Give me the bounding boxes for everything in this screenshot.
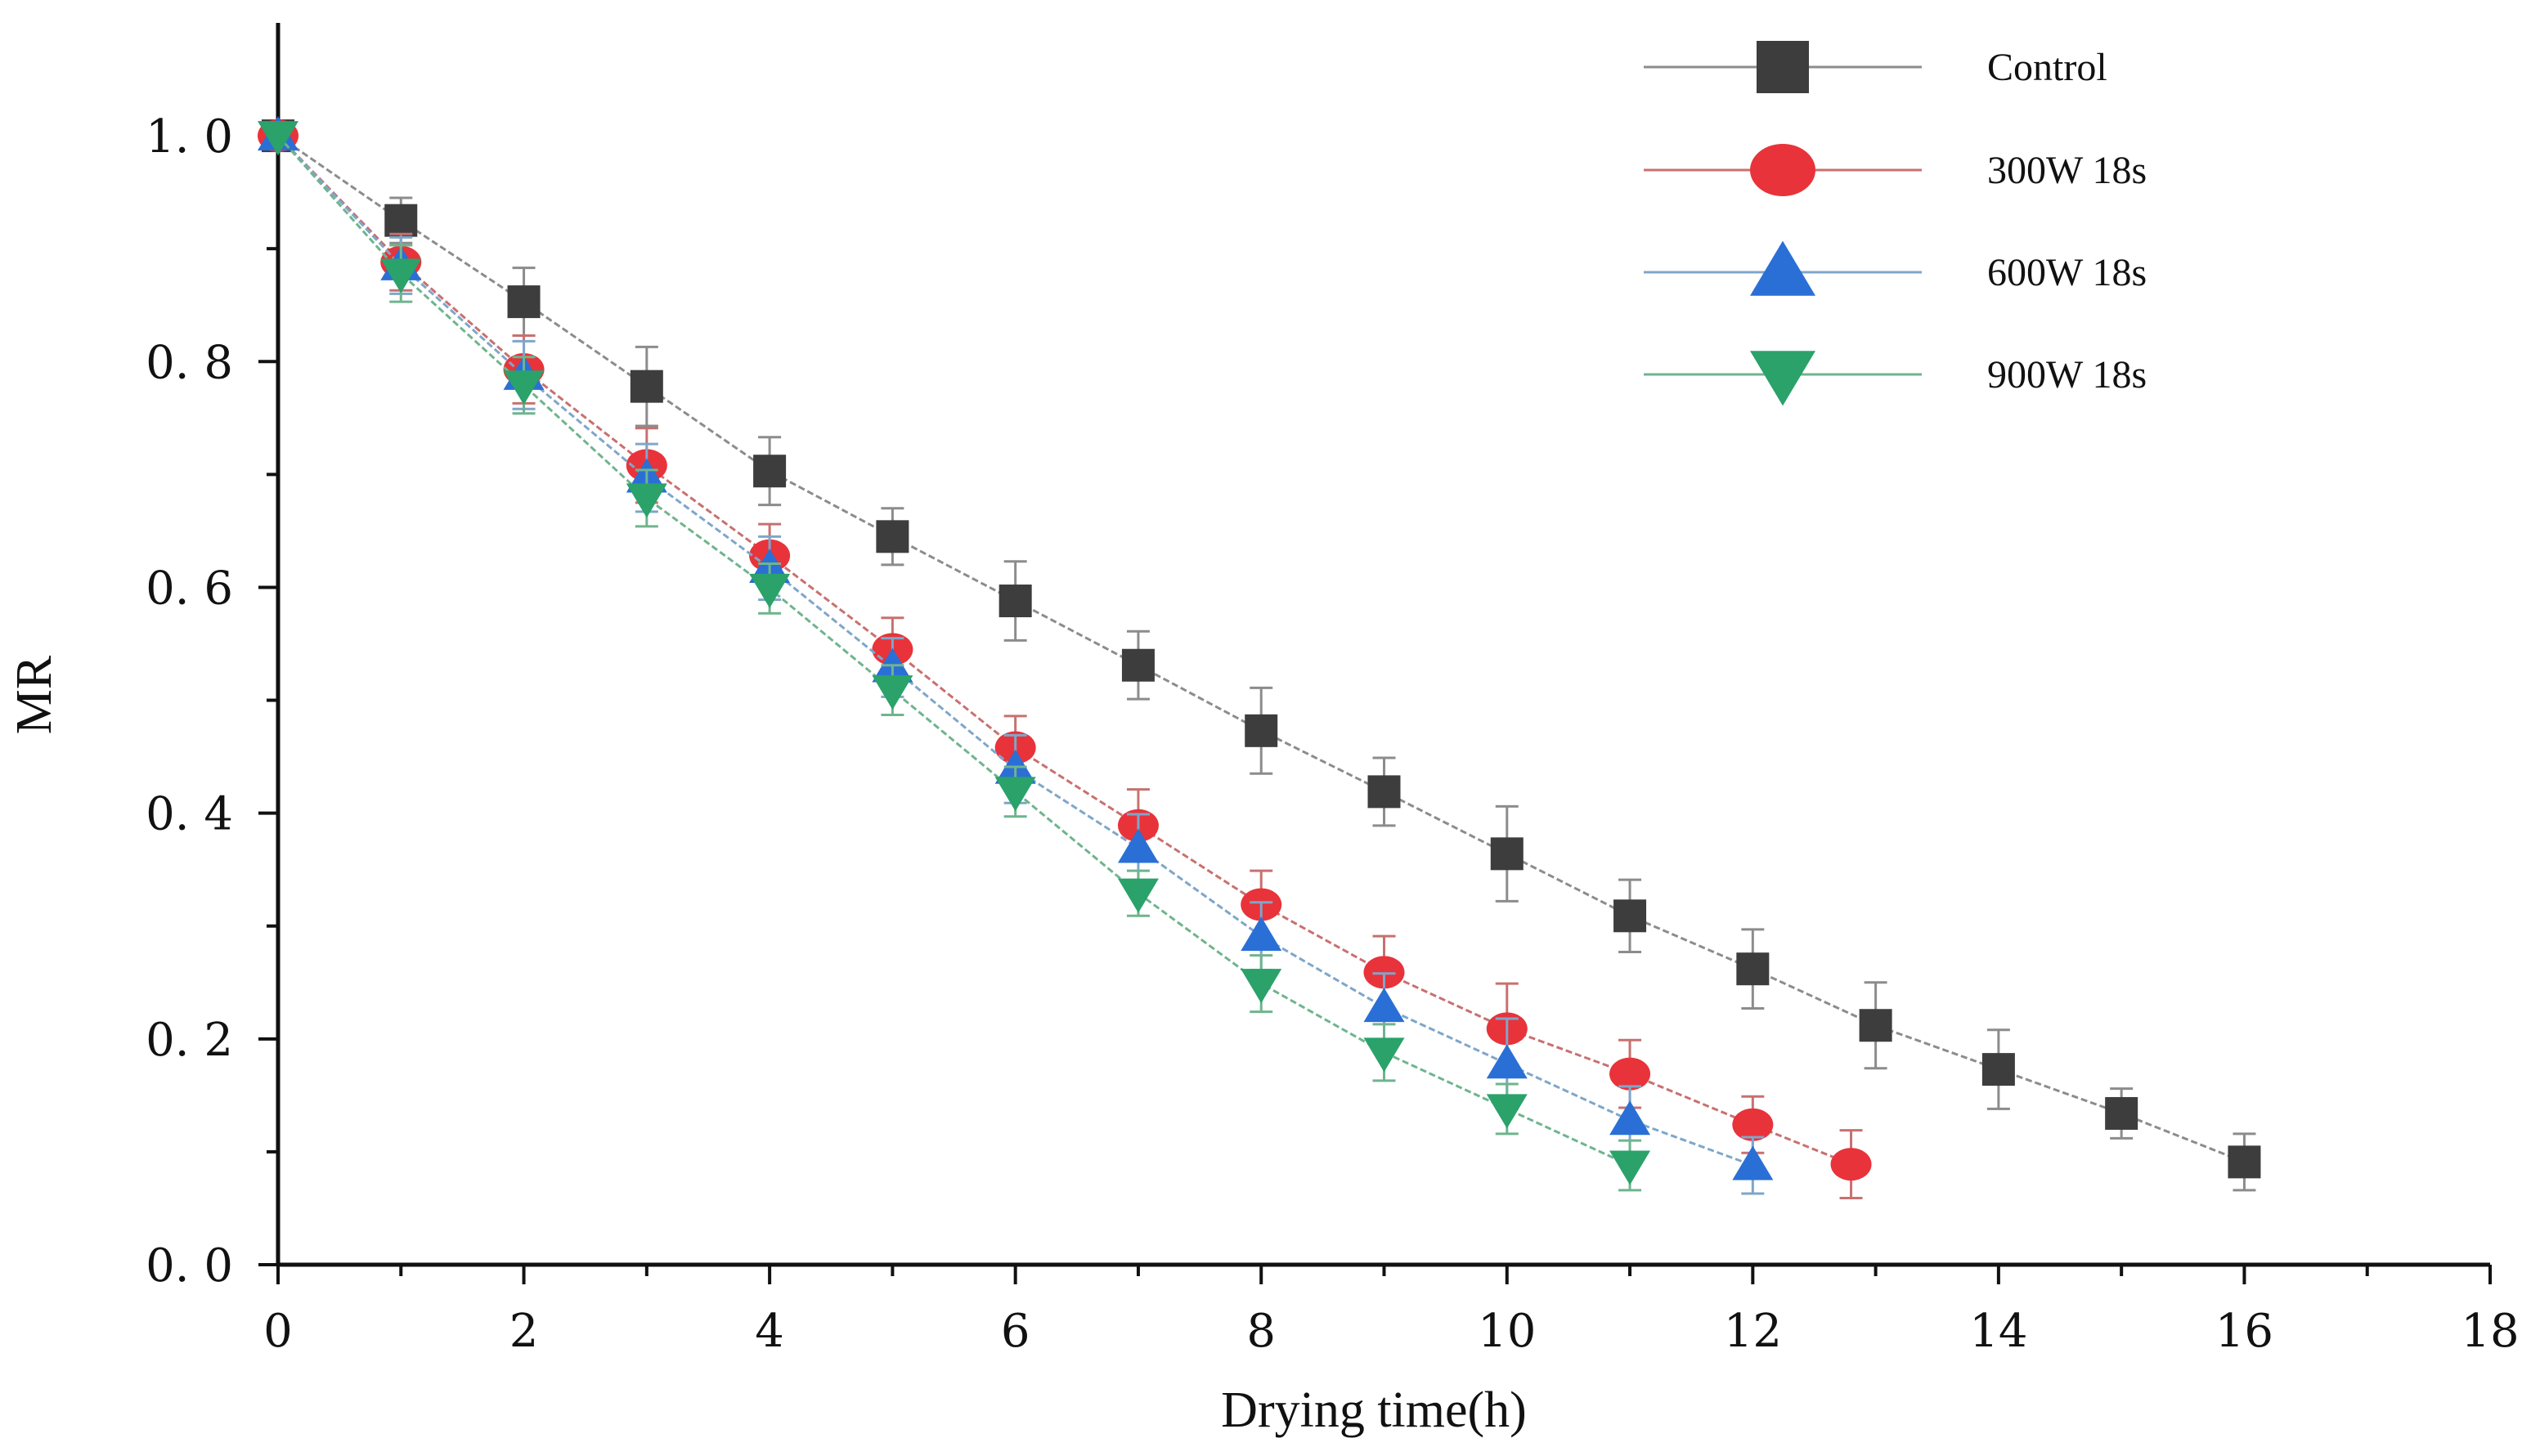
data-point xyxy=(1732,1108,1774,1141)
data-point xyxy=(1121,648,1155,682)
data-point xyxy=(1117,878,1159,913)
data-point xyxy=(503,370,545,405)
legend-marker xyxy=(1750,351,1815,406)
series-line xyxy=(276,135,1852,1166)
data-point xyxy=(1486,1044,1528,1079)
data-point xyxy=(998,585,1032,618)
data-point xyxy=(994,777,1036,812)
data-point xyxy=(1609,1100,1651,1136)
y-tick-label: 1. 0 xyxy=(146,110,233,164)
data-point xyxy=(2105,1096,2138,1130)
series-line xyxy=(276,135,1753,1167)
series-600w-18s xyxy=(258,116,1774,1195)
data-point xyxy=(630,370,663,403)
data-point xyxy=(1245,714,1278,747)
data-point xyxy=(876,520,909,553)
legend-label: 600W 18s xyxy=(1987,251,2147,294)
y-tick-label: 0. 0 xyxy=(146,1239,233,1292)
legend-item: 900W 18s xyxy=(1644,351,2147,406)
data-point xyxy=(1859,1009,1892,1042)
data-point xyxy=(1736,952,1770,986)
data-point xyxy=(2228,1145,2261,1179)
legend-item: Control xyxy=(1644,41,2107,93)
data-point xyxy=(1241,969,1282,1004)
data-point xyxy=(1732,1145,1774,1180)
series-300w-18s xyxy=(258,119,1872,1200)
legend-marker xyxy=(1750,144,1815,196)
x-tick-label: 16 xyxy=(2215,1305,2273,1358)
data-point xyxy=(1613,899,1647,933)
legend-marker xyxy=(1757,41,1809,93)
y-tick-label: 0. 4 xyxy=(146,788,233,841)
x-tick-label: 4 xyxy=(755,1305,784,1358)
data-point xyxy=(872,675,913,710)
x-tick-label: 18 xyxy=(2461,1305,2519,1358)
data-point xyxy=(1363,1037,1405,1073)
series-line xyxy=(276,135,1631,1167)
data-point xyxy=(384,204,418,237)
y-tick-label: 0. 2 xyxy=(146,1014,233,1067)
series-900w-18s xyxy=(258,121,1651,1192)
legend-label: 900W 18s xyxy=(1987,353,2147,396)
data-point xyxy=(380,258,422,293)
data-point xyxy=(1830,1148,1872,1181)
y-tick-label: 0. 6 xyxy=(146,562,233,615)
data-point xyxy=(749,573,791,608)
series-layer xyxy=(258,116,2261,1200)
x-tick-label: 10 xyxy=(1478,1305,1536,1358)
legend-item: 600W 18s xyxy=(1644,240,2147,296)
data-point xyxy=(507,285,541,319)
data-point xyxy=(1241,916,1282,952)
data-point xyxy=(1117,828,1159,863)
data-point xyxy=(1486,1094,1528,1129)
data-point xyxy=(1609,1150,1651,1185)
data-point xyxy=(753,455,787,488)
x-tick-label: 8 xyxy=(1246,1305,1276,1358)
legend-item: 300W 18s xyxy=(1644,144,2147,196)
y-tick-label: 0. 8 xyxy=(146,336,233,389)
data-point xyxy=(626,483,667,518)
data-point xyxy=(258,121,298,156)
x-tick-label: 14 xyxy=(1969,1305,2027,1358)
x-tick-label: 6 xyxy=(1001,1305,1030,1358)
x-tick-label: 0 xyxy=(263,1305,293,1358)
x-axis-title: Drying time(h) xyxy=(1221,1382,1527,1438)
data-point xyxy=(1367,775,1401,809)
data-point xyxy=(1363,988,1405,1023)
data-point xyxy=(1981,1053,2015,1086)
axes: 0 2 4 6 8 10 12 14 16 18 0. 0 0. 2 0. 4 0. 6 0. 8 1. 0 xyxy=(146,23,2520,1358)
data-point xyxy=(1490,837,1524,871)
data-point xyxy=(1609,1057,1651,1091)
legend-label: Control xyxy=(1987,46,2107,89)
legend: Control 300W 18s 600W 18s 900W 18s xyxy=(1644,41,2147,406)
legend-marker xyxy=(1750,240,1815,296)
x-tick-label: 2 xyxy=(509,1305,539,1358)
legend-label: 300W 18s xyxy=(1987,149,2147,192)
y-axis-title: MR xyxy=(7,655,62,734)
series-control xyxy=(262,119,2261,1192)
x-tick-label: 12 xyxy=(1724,1305,1782,1358)
